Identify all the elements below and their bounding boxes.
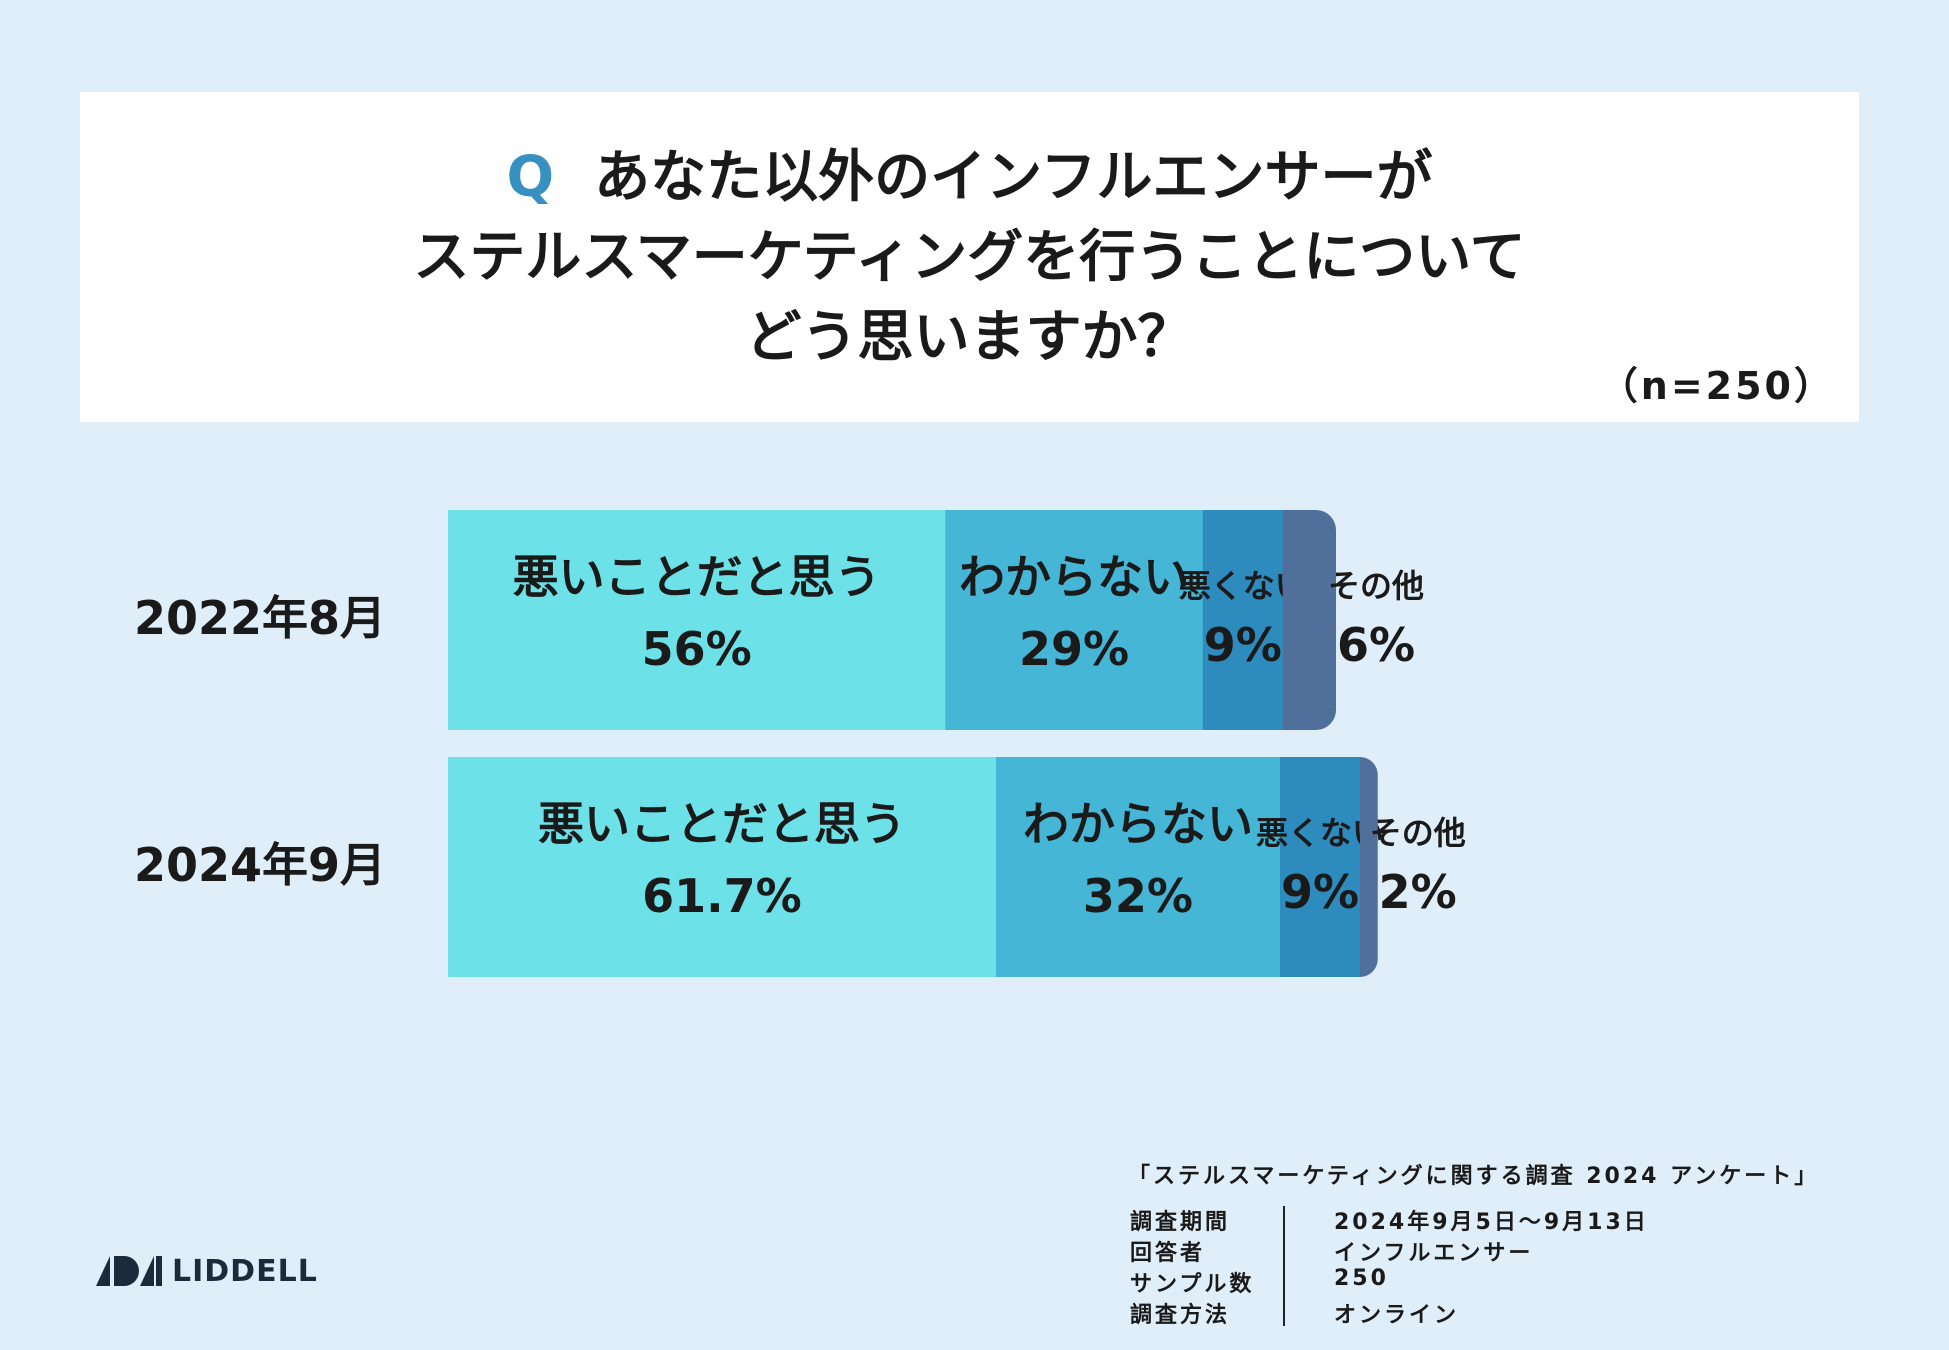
segment-name-label: わからない <box>959 550 1189 604</box>
meta-key: 回答者 <box>1130 1241 1206 1266</box>
bar-segment-bad <box>448 757 997 977</box>
meta-value: 2024年9月5日～9月13日 <box>1334 1210 1649 1235</box>
segment-value-label: 32% <box>1083 869 1193 923</box>
meta-value: 250 <box>1334 1266 1389 1291</box>
sample-size: （n=250） <box>1599 364 1835 408</box>
segment-name-label: わからない <box>1023 797 1253 851</box>
segment-value-label: 2% <box>1379 865 1457 919</box>
q-mark: Q <box>506 145 555 210</box>
segment-name-label: その他 <box>1370 814 1466 852</box>
segment-name-label: 悪いことだと思う <box>513 550 881 604</box>
bar-segment-other <box>1282 510 1336 730</box>
segment-name-label: 悪いことだと思う <box>538 797 906 851</box>
survey-title: 「ステルスマーケティングに関する調査 2024 アンケート」 <box>1128 1164 1820 1189</box>
segment-name-label: その他 <box>1328 567 1424 605</box>
question-line-3: どう思いますか？ <box>745 305 1194 370</box>
bar-segment-unknown <box>995 757 1281 977</box>
segment-value-label: 9% <box>1281 865 1359 919</box>
bar-segment-unknown <box>945 510 1204 730</box>
question-line-1: Q あなた以外のインフルエンサーが <box>80 150 1859 206</box>
category-label: 2024年9月 <box>134 838 386 892</box>
bar-segment-other <box>1359 757 1378 977</box>
segment-value-label: 9% <box>1204 618 1282 672</box>
liddell-logo-icon <box>96 1256 162 1286</box>
bar-segment-bad <box>448 510 946 730</box>
segment-value-label: 6% <box>1337 618 1415 672</box>
meta-value: オンライン <box>1334 1303 1460 1328</box>
meta-divider <box>1283 1206 1285 1326</box>
question-text-1: あなた以外のインフルエンサーが <box>594 145 1433 210</box>
segment-value-label: 29% <box>1019 622 1129 676</box>
brand-logo: LIDDELL <box>96 1253 318 1289</box>
bar-segment-not-bad <box>1202 510 1284 730</box>
question-box: Q あなた以外のインフルエンサーが ステルスマーケティングを行うことについて どう… <box>80 92 1859 422</box>
brand-name: LIDDELL <box>172 1253 318 1289</box>
meta-key: サンプル数 <box>1130 1272 1255 1297</box>
meta-key: 調査期間 <box>1130 1210 1231 1235</box>
meta-value: インフルエンサー <box>1334 1241 1534 1266</box>
meta-key: 調査方法 <box>1130 1303 1231 1328</box>
segment-value-label: 56% <box>642 622 752 676</box>
segment-value-label: 61.7% <box>642 869 802 923</box>
bar-segment-not-bad <box>1280 757 1361 977</box>
question-line-2: ステルスマーケティングを行うことについて <box>413 225 1526 290</box>
category-label: 2022年8月 <box>134 591 386 645</box>
